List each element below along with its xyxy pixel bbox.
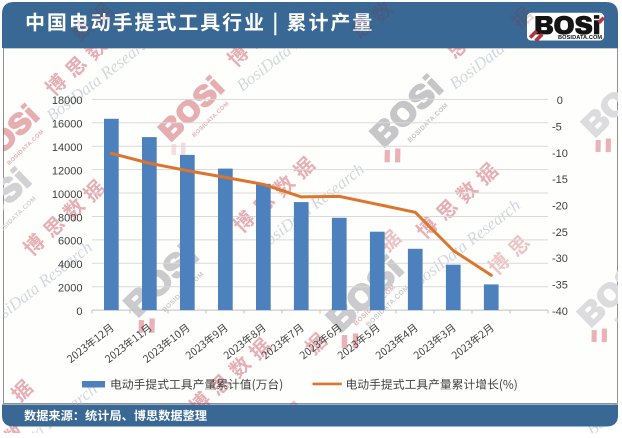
svg-text:BOSIDATA.COM: BOSIDATA.COM [558, 35, 602, 41]
svg-text:4000: 4000 [58, 259, 82, 271]
svg-text:-15: -15 [552, 174, 568, 186]
svg-text:14000: 14000 [52, 142, 83, 154]
svg-text:-5: -5 [552, 122, 562, 134]
svg-text:10000: 10000 [52, 189, 83, 201]
svg-text:2000: 2000 [58, 283, 82, 295]
svg-text:-25: -25 [552, 227, 568, 239]
svg-text:18000: 18000 [52, 95, 83, 107]
svg-text:-30: -30 [552, 253, 568, 265]
svg-text:0: 0 [557, 95, 563, 107]
svg-text:8000: 8000 [58, 212, 82, 224]
svg-text:-20: -20 [552, 201, 568, 213]
svg-text:-40: -40 [552, 306, 568, 318]
svg-text:12000: 12000 [52, 165, 83, 177]
svg-text:-10: -10 [552, 148, 568, 160]
svg-text:16000: 16000 [52, 119, 83, 131]
svg-text:0: 0 [76, 306, 82, 318]
svg-text:6000: 6000 [58, 236, 82, 248]
svg-text:-35: -35 [552, 280, 568, 292]
